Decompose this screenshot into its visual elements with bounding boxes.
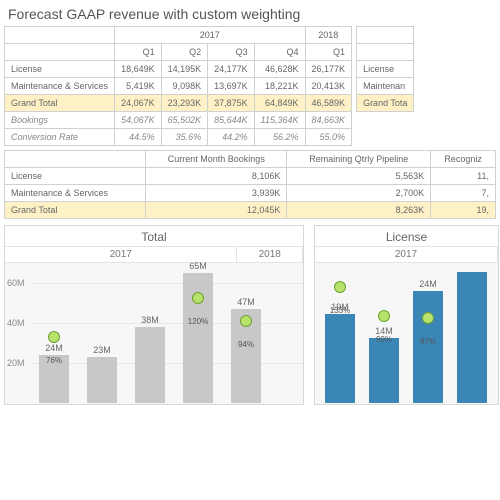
bar-value-label: 24M <box>34 343 74 353</box>
chart-year-label: 2018 <box>237 247 303 263</box>
cell: 14,195K <box>161 61 208 78</box>
total-chart: Total2017201820M40M60M24M76%23M38M65M120… <box>4 225 304 405</box>
chart-plot: 20M 40M 60M 24M 76% 23M 38M 65M 120% 47M 94% <box>5 263 303 403</box>
cell: 85,644K <box>208 112 255 129</box>
cell: 37,875K <box>208 95 255 112</box>
row-label: License <box>5 61 115 78</box>
y-axis-label: 40M <box>7 318 25 328</box>
row-label: License <box>5 168 146 185</box>
bar-value-label: 38M <box>130 315 170 325</box>
page-title: Forecast GAAP revenue with custom weight… <box>0 0 500 26</box>
cell: 7, <box>431 185 496 202</box>
cell: 54,067K <box>115 112 162 129</box>
cell: 18,221K <box>254 78 305 95</box>
cell: 19, <box>431 202 496 219</box>
dot-marker <box>192 292 204 304</box>
cell: 9,098K <box>161 78 208 95</box>
revenue-table-section: 20172018Q1Q2Q3Q4Q1License18,649K14,195K2… <box>0 26 500 146</box>
pipeline-table: Current Month BookingsRemaining Qtrly Pi… <box>4 150 496 219</box>
row-label: Conversion Rate <box>5 129 115 146</box>
cell: 84,663K <box>305 112 352 129</box>
year-header: 2017 <box>115 27 305 44</box>
quarterly-revenue-table-side: LicenseMaintenanGrand Tota <box>356 26 414 112</box>
dot-marker <box>378 310 390 322</box>
cell: 18,649K <box>115 61 162 78</box>
row-label: Grand Total <box>5 202 146 219</box>
cell: 115,364K <box>254 112 305 129</box>
cell: 3,939K <box>146 185 287 202</box>
bar <box>325 314 355 403</box>
bar <box>413 291 443 403</box>
y-axis-label: 20M <box>7 358 25 368</box>
cell: 2,700K <box>287 185 431 202</box>
bar <box>457 272 487 403</box>
cell: 23,293K <box>161 95 208 112</box>
cell: 20,413K <box>305 78 352 95</box>
cell: 26,177K <box>305 61 352 78</box>
bar-value-label: 65M <box>178 261 218 271</box>
cell: 11, <box>431 168 496 185</box>
dot-marker <box>240 315 252 327</box>
bar <box>135 327 165 403</box>
cell: 64,849K <box>254 95 305 112</box>
bar-value-label: 24M <box>408 279 448 289</box>
cell: 8,263K <box>287 202 431 219</box>
quarter-header: Q1 <box>115 44 162 61</box>
year-header: 2018 <box>305 27 352 44</box>
column-header: Recogniz <box>431 151 496 168</box>
cell: 65,502K <box>161 112 208 129</box>
chart-title: License <box>315 226 498 247</box>
chart-title: Total <box>5 226 303 247</box>
bar-value-label: 47M <box>226 297 266 307</box>
bar-value-label: 23M <box>82 345 122 355</box>
dot-label: 120% <box>188 317 208 326</box>
bar-value-label: 14M <box>364 326 404 336</box>
cell: 5,563K <box>287 168 431 185</box>
quarter-header: Q1 <box>305 44 352 61</box>
license-chart: License201719M133%14M99%24M97% <box>314 225 499 405</box>
dot-label: 133% <box>330 306 350 315</box>
quarterly-revenue-table: 20172018Q1Q2Q3Q4Q1License18,649K14,195K2… <box>4 26 352 146</box>
quarter-header: Q3 <box>208 44 255 61</box>
dot-marker <box>334 281 346 293</box>
dot-marker <box>48 331 60 343</box>
row-label: Maintenance & Services <box>5 185 146 202</box>
cell: 44.5% <box>115 129 162 146</box>
side-row-label: Grand Tota <box>357 95 414 112</box>
cell: 12,045K <box>146 202 287 219</box>
bar <box>369 338 399 403</box>
cell: 44.2% <box>208 129 255 146</box>
quarter-header: Q4 <box>254 44 305 61</box>
cell: 55.0% <box>305 129 352 146</box>
cell: 46,628K <box>254 61 305 78</box>
row-label: Bookings <box>5 112 115 129</box>
cell: 5,419K <box>115 78 162 95</box>
side-row-label: Maintenan <box>357 78 414 95</box>
row-label: Maintenance & Services <box>5 78 115 95</box>
column-header: Remaining Qtrly Pipeline <box>287 151 431 168</box>
cell: 13,697K <box>208 78 255 95</box>
cell: 35.6% <box>161 129 208 146</box>
dot-label: 97% <box>420 337 436 346</box>
cell: 46,589K <box>305 95 352 112</box>
dot-marker <box>422 312 434 324</box>
cell: 8,106K <box>146 168 287 185</box>
y-axis-label: 60M <box>7 278 25 288</box>
chart-plot: 19M133%14M99%24M97% <box>315 263 498 403</box>
cell: 24,177K <box>208 61 255 78</box>
charts-section: Total 2017 2018 20M 40M 60M 24M 76% 23M 38M 65M 120… <box>0 219 500 405</box>
chart-year-label: 2017 <box>315 247 498 263</box>
row-label: Grand Total <box>5 95 115 112</box>
cell: 56.2% <box>254 129 305 146</box>
quarter-header: Q2 <box>161 44 208 61</box>
dot-label: 99% <box>376 335 392 344</box>
side-row-label: License <box>357 61 414 78</box>
pipeline-table-section: Current Month BookingsRemaining Qtrly Pi… <box>0 146 500 219</box>
dot-label: 94% <box>238 340 254 349</box>
bar <box>87 357 117 403</box>
column-header: Current Month Bookings <box>146 151 287 168</box>
dot-label: 76% <box>46 356 62 365</box>
cell: 24,067K <box>115 95 162 112</box>
